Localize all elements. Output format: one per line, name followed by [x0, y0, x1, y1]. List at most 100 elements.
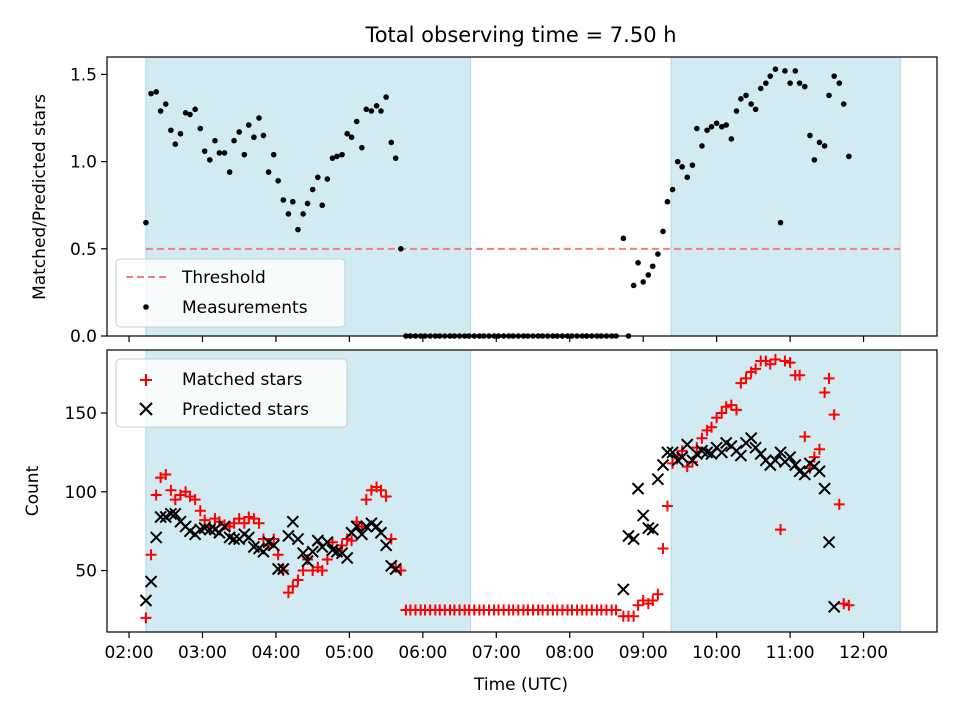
- matched-star-point: [652, 588, 664, 600]
- predicted-star-point: [154, 510, 167, 524]
- ratio-legend: Threshold Measurements: [115, 258, 346, 328]
- predicted-star-point: [350, 520, 363, 533]
- predicted-star-point: [822, 535, 836, 549]
- matched-star-point: [823, 372, 835, 384]
- measurement-point: [187, 111, 193, 118]
- predicted-star-point: [169, 507, 182, 521]
- x-axis-label: Time (UTC): [473, 675, 568, 695]
- measurement-point: [826, 92, 832, 99]
- matched-star-point: [169, 494, 181, 506]
- count-panel: 50 100 150 02:00 03:00 04:00 05:00 06:00 07:00 0…: [23, 349, 938, 695]
- measurement-point: [344, 130, 350, 137]
- predicted-star-point: [227, 532, 241, 546]
- measurement-point: [723, 122, 729, 128]
- predicted-star-point: [675, 450, 689, 464]
- measurement-point: [669, 186, 676, 193]
- x-tick-label: 12:00: [839, 643, 888, 663]
- x-tick-label: 11:00: [766, 643, 815, 663]
- matched-star-point: [194, 505, 206, 517]
- matched-star-point: [268, 533, 280, 545]
- predicted-star-point: [340, 551, 354, 565]
- count-shaded-window: [670, 349, 901, 633]
- count-legend-box: [115, 358, 348, 428]
- measurement-point: [630, 282, 637, 289]
- measurement-point: [674, 158, 681, 165]
- measurement-point: [363, 106, 370, 113]
- measurement-point: [168, 127, 174, 134]
- predicted-star-point: [379, 539, 393, 552]
- predicted-star-point: [203, 523, 217, 536]
- measurement-point: [182, 110, 189, 116]
- matched-star-point: [628, 610, 640, 622]
- matched-star-point: [716, 407, 728, 419]
- matched-star-point: [828, 409, 840, 421]
- measurement-point: [201, 148, 208, 154]
- measurement-point: [153, 89, 160, 95]
- matched-star-point: [385, 533, 397, 545]
- predicted-star-point: [813, 465, 826, 478]
- x-tick-label: 05:00: [325, 643, 374, 663]
- ratio-y-tick-label: 1.0: [70, 153, 97, 173]
- measurement-point: [684, 174, 691, 181]
- predicted-star-point: [271, 562, 285, 576]
- measurement-point: [807, 132, 813, 139]
- predicted-star-point: [291, 532, 305, 546]
- measurement-point: [221, 150, 228, 156]
- predicted-star-point: [627, 532, 640, 546]
- measurement-point: [840, 101, 847, 107]
- measurement-point: [752, 106, 759, 113]
- measurement-point: [645, 272, 652, 278]
- measurement-point: [713, 120, 720, 127]
- measurement-point: [236, 129, 243, 135]
- ratio-y-tick-label: 0.5: [70, 240, 97, 260]
- measurement-point: [192, 106, 198, 113]
- measurement-point: [388, 139, 395, 146]
- measurement-point: [304, 200, 311, 207]
- measurement-point: [620, 235, 627, 242]
- measurement-point: [728, 136, 735, 142]
- predicted-star-point: [646, 523, 659, 536]
- predicted-star-point: [321, 535, 334, 549]
- matched-star-point: [282, 587, 294, 599]
- matched-star-point: [233, 513, 245, 525]
- matched-star-point: [799, 431, 811, 443]
- measurement-point: [275, 178, 281, 184]
- predicted-star-point: [301, 554, 314, 568]
- measurement-point: [383, 94, 389, 100]
- matched-star-point: [706, 421, 718, 433]
- x-tick-label: 02:00: [105, 643, 154, 663]
- measurement-point: [329, 155, 336, 161]
- measurement-point: [285, 211, 292, 217]
- legend-threshold-label: Threshold: [181, 268, 266, 288]
- matched-star-point: [380, 491, 392, 503]
- matched-star-point: [794, 369, 806, 381]
- measurement-point: [359, 144, 365, 151]
- count-y-tick-label: 50: [75, 562, 97, 582]
- measurement-point: [231, 137, 237, 144]
- measurement-point: [260, 132, 267, 139]
- measurement-point: [733, 108, 740, 114]
- measurement-point: [738, 96, 744, 102]
- measurement-point: [782, 68, 788, 74]
- matched-star-point: [833, 498, 845, 510]
- matched-star-point: [808, 451, 820, 463]
- predicted-star-point: [798, 468, 811, 481]
- predicted-star-point: [631, 482, 645, 495]
- measurement-point: [339, 151, 345, 158]
- measurement-point: [265, 169, 272, 175]
- predicted-star-point: [218, 520, 231, 533]
- predicted-star-point: [686, 454, 699, 467]
- matched-star-point: [740, 372, 752, 384]
- measurement-point: [694, 125, 700, 132]
- measurement-point: [635, 259, 641, 266]
- measurement-point: [378, 108, 384, 114]
- measurement-point: [353, 118, 360, 125]
- matched-star-point: [145, 549, 157, 561]
- predicted-star-point: [636, 509, 650, 522]
- measurement-point: [831, 73, 837, 79]
- matched-star-point: [632, 599, 644, 611]
- matched-star-point: [775, 524, 787, 536]
- measurement-point: [846, 153, 852, 160]
- measurement-point: [836, 80, 843, 86]
- matched-star-point: [779, 355, 791, 367]
